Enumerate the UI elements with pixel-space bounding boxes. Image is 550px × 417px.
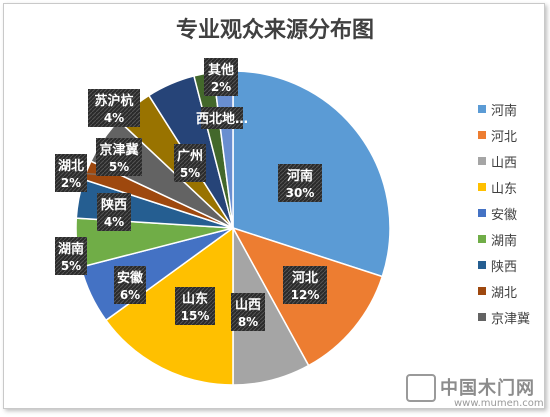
data-label-3: 山东 15%	[175, 287, 215, 325]
data-label-box-5	[55, 237, 87, 275]
legend-item-3: 山东	[478, 174, 548, 200]
data-label-box-3	[175, 287, 215, 325]
watermark-url: www.mumen.com	[454, 398, 544, 409]
data-label-value-3: 15%	[181, 309, 210, 323]
watermark-name: 中国木门网	[440, 378, 535, 399]
data-label-4: 安徽 6%	[114, 266, 146, 304]
legend-label-1: 河北	[491, 129, 518, 145]
legend-item-5: 湖南	[478, 226, 548, 252]
data-label-box-6	[97, 193, 131, 231]
data-label-value-7: 2%	[61, 176, 81, 190]
data-label-box-11	[201, 107, 243, 129]
data-label-value-9: 4%	[104, 111, 124, 125]
watermark-logo-icon	[406, 374, 436, 402]
data-label-category-10: 广州	[177, 148, 203, 164]
data-label-value-2: 8%	[238, 315, 258, 329]
data-label-box-12	[204, 58, 238, 96]
pie-slice-3	[104, 226, 234, 386]
legend-label-3: 山东	[491, 181, 518, 197]
legend-label-8: 京津冀	[491, 311, 531, 327]
legend-swatch-4	[478, 209, 486, 217]
legend-swatch-8	[478, 313, 486, 321]
data-label-box-0	[278, 164, 322, 202]
legend-swatch-7	[478, 287, 486, 295]
data-label-10: 广州 5%	[174, 144, 206, 182]
legend-swatch-5	[478, 235, 486, 243]
legend-item-0: 河南	[478, 96, 548, 122]
data-label-value-0: 30%	[286, 186, 315, 200]
legend-swatch-0	[478, 105, 486, 113]
data-label-category-6: 陕西	[101, 197, 127, 213]
legend-swatch-1	[478, 131, 486, 139]
data-label-category-12: 其他	[208, 62, 234, 78]
data-label-box-1	[283, 266, 327, 304]
legend: 河南河北山西山东安徽湖南陕西湖北京津冀	[478, 96, 548, 330]
legend-item-2: 山西	[478, 148, 548, 174]
data-label-2: 山西 8%	[231, 293, 265, 331]
data-label-box-2	[231, 293, 265, 331]
data-label-box-9	[88, 89, 140, 127]
data-label-value-1: 12%	[291, 288, 320, 302]
data-label-category-1: 河北	[292, 270, 318, 286]
legend-label-4: 安徽	[491, 207, 518, 223]
data-label-1: 河北 12%	[283, 266, 327, 304]
data-label-9: 苏沪杭 4%	[88, 89, 140, 127]
chart-title: 专业观众来源分布图	[175, 18, 374, 43]
legend-label-7: 湖北	[491, 285, 518, 301]
data-label-7: 湖北 2%	[55, 154, 87, 192]
legend-swatch-3	[478, 183, 486, 191]
data-label-box-10	[174, 144, 206, 182]
data-label-value-4: 6%	[120, 288, 140, 302]
data-label-value-5: 5%	[61, 259, 81, 273]
data-label-value-12: 2%	[211, 80, 231, 94]
data-label-box-8	[96, 138, 142, 176]
legend-item-7: 湖北	[478, 278, 548, 304]
data-label-11: 西北地…	[196, 107, 248, 129]
data-label-5: 湖南 5%	[55, 237, 87, 275]
data-label-value-10: 5%	[180, 166, 200, 180]
data-label-category-8: 京津冀	[99, 142, 138, 158]
legend-swatch-6	[478, 261, 486, 269]
data-label-value-6: 4%	[104, 215, 124, 229]
data-label-12: 其他 2%	[204, 58, 238, 96]
legend-item-1: 河北	[478, 122, 548, 148]
data-label-0: 河南 30%	[278, 164, 322, 202]
data-label-box-7	[55, 154, 87, 192]
legend-label-5: 湖南	[491, 233, 518, 249]
legend-label-2: 山西	[491, 155, 518, 171]
legend-item-8: 京津冀	[478, 304, 548, 330]
data-label-category-5: 湖南	[58, 241, 84, 257]
data-label-category-4: 安徽	[117, 270, 144, 286]
watermark: 中国木门网 www.mumen.com	[406, 374, 546, 414]
data-label-category-2: 山西	[235, 297, 261, 313]
data-label-category-3: 山东	[182, 291, 208, 307]
data-label-box-4	[114, 266, 146, 304]
legend-label-0: 河南	[491, 103, 518, 119]
data-label-6: 陕西 4%	[97, 193, 131, 231]
legend-swatch-2	[478, 157, 486, 165]
data-label-value-8: 5%	[109, 160, 129, 174]
data-label-category-7: 湖北	[58, 159, 84, 174]
data-label-category-0: 河南	[287, 168, 313, 184]
data-label-8: 京津冀 5%	[96, 138, 142, 176]
data-label-category-9: 苏沪杭	[94, 93, 133, 109]
legend-item-4: 安徽	[478, 200, 548, 226]
legend-label-6: 陕西	[491, 259, 518, 275]
data-label-category-11: 西北地…	[196, 111, 248, 127]
legend-item-6: 陕西	[478, 252, 548, 278]
